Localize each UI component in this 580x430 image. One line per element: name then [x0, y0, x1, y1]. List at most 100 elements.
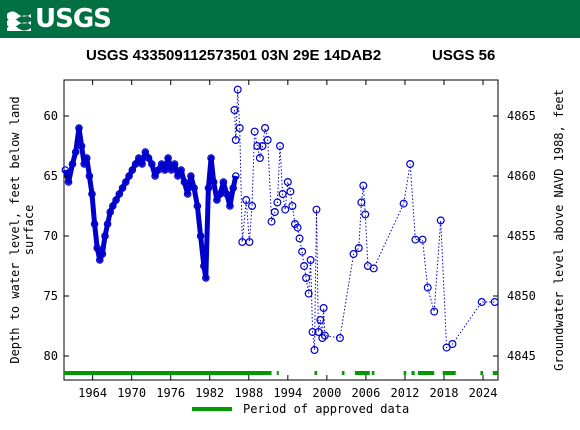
- sparse-point-25: [295, 234, 304, 243]
- x-tick-label-5: 1994: [273, 386, 302, 400]
- dense-point-55: [229, 184, 237, 192]
- plot-area: [63, 79, 499, 381]
- dense-point-20: [118, 184, 127, 192]
- sparse-point-6: [245, 238, 254, 247]
- dense-point-9: [88, 190, 96, 198]
- sparse-point-29: [304, 289, 313, 298]
- dense-series-line: [62, 125, 239, 281]
- dense-point-19: [115, 190, 124, 198]
- approval-period-4: [354, 371, 370, 375]
- dense-point-52: [219, 178, 228, 186]
- y-axis-label-left-line1: Depth to water level, feet below land: [8, 96, 22, 363]
- approval-period-9: [442, 371, 456, 375]
- sparse-point-12: [261, 123, 270, 132]
- dense-point-14: [101, 232, 109, 240]
- y-tick-label-right-2: 4855: [507, 229, 536, 243]
- dense-point-7: [82, 154, 91, 162]
- sparse-point-39: [335, 334, 344, 343]
- sparse-point-1: [231, 136, 240, 145]
- dense-point-0: [61, 166, 70, 174]
- usgs-wave-icon: [6, 6, 32, 32]
- approval-period-3: [341, 371, 345, 375]
- sparse-point-37: [319, 304, 328, 313]
- sparse-point-24: [293, 223, 302, 232]
- dense-point-46: [202, 274, 210, 282]
- sparse-point-57: [490, 298, 499, 307]
- sparse-point-51: [423, 283, 432, 292]
- sparse-point-55: [448, 340, 457, 349]
- approval-bars: [64, 371, 498, 375]
- dense-point-11: [93, 244, 101, 252]
- sparse-point-15: [270, 208, 279, 217]
- dense-point-4: [75, 124, 83, 132]
- dense-point-30: [151, 172, 159, 180]
- chart-title: USGS 433509112573501 03N 29E 14DAB2: [86, 47, 381, 64]
- dense-point-29: [148, 160, 156, 168]
- dense-point-25: [135, 154, 143, 162]
- dense-point-17: [109, 202, 117, 210]
- dense-point-21: [122, 178, 130, 186]
- dense-point-13: [98, 250, 107, 258]
- sparse-point-26: [298, 247, 307, 256]
- sparse-point-0: [230, 105, 239, 114]
- dense-point-18: [112, 196, 120, 204]
- sparse-point-14: [267, 217, 276, 226]
- sparse-point-53: [436, 216, 445, 225]
- x-tick-label-1: 1970: [117, 386, 146, 400]
- dense-series-path: [62, 125, 239, 281]
- sparse-point-21: [286, 187, 295, 196]
- sparse-point-7: [248, 202, 257, 211]
- dense-point-48: [207, 154, 215, 162]
- dense-point-40: [183, 190, 192, 198]
- dense-point-45: [200, 262, 208, 270]
- dense-point-12: [95, 256, 104, 264]
- sparse-point-28: [302, 274, 311, 283]
- usgs-logo[interactable]: USGS: [6, 2, 112, 36]
- dense-point-2: [68, 160, 77, 168]
- sparse-point-36: [318, 334, 327, 343]
- sparse-point-10: [255, 154, 264, 163]
- sparse-point-54: [442, 343, 451, 352]
- x-tick-label-8: 2012: [391, 386, 420, 400]
- sparse-point-31: [308, 328, 317, 337]
- approval-period-0: [64, 371, 272, 375]
- x-tick-label-10: 2024: [469, 386, 498, 400]
- sparse-point-47: [399, 199, 408, 208]
- y-tick-label-left-0: 60: [44, 109, 58, 123]
- x-tick-label-9: 2018: [430, 386, 459, 400]
- sparse-point-13: [263, 136, 272, 145]
- dense-point-34: [164, 154, 172, 162]
- dense-point-44: [196, 232, 205, 240]
- usgs-logo-text: USGS: [35, 4, 112, 34]
- dense-point-47: [204, 184, 213, 192]
- sparse-point-18: [278, 190, 287, 199]
- y-axis-label-left-line2: surface: [22, 205, 36, 256]
- approval-period-2: [314, 371, 318, 375]
- dense-point-15: [103, 220, 112, 228]
- dense-point-32: [157, 160, 166, 168]
- sparse-series-line: [234, 89, 495, 351]
- y-tick-label-left-2: 70: [44, 229, 58, 243]
- dense-point-43: [193, 202, 202, 210]
- dense-point-28: [144, 154, 153, 162]
- chart-title-right: USGS 56: [432, 47, 495, 64]
- x-tick-label-4: 1988: [234, 386, 263, 400]
- sparse-point-44: [361, 210, 370, 219]
- dense-point-53: [222, 190, 231, 198]
- sparse-point-11: [258, 142, 267, 151]
- sparse-point-43: [359, 181, 368, 190]
- data-points: [61, 85, 499, 355]
- dense-point-54: [226, 202, 234, 210]
- approval-period-7: [411, 371, 415, 375]
- dense-point-37: [174, 172, 182, 180]
- dense-point-22: [125, 172, 133, 180]
- sparse-point-17: [276, 142, 285, 151]
- sparse-point-41: [354, 244, 363, 253]
- sparse-point-38: [320, 331, 329, 340]
- y-tick-label-right-3: 4850: [507, 289, 536, 303]
- dense-point-39: [180, 178, 189, 186]
- sparse-point-22: [288, 202, 297, 211]
- sparse-point-52: [430, 307, 439, 316]
- dense-point-27: [141, 148, 150, 156]
- dense-point-38: [177, 166, 185, 174]
